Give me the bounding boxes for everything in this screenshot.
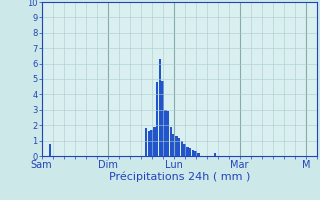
Bar [153, 127, 156, 156]
Bar [214, 153, 216, 156]
Bar [172, 134, 175, 156]
Bar [192, 150, 194, 156]
Bar [181, 141, 183, 156]
Bar [164, 110, 167, 156]
Bar [145, 128, 148, 156]
Bar [156, 82, 158, 156]
Bar [175, 136, 178, 156]
Bar [178, 138, 180, 156]
Bar [189, 148, 191, 156]
Bar [197, 153, 200, 156]
Bar [167, 111, 169, 156]
Bar [183, 144, 186, 156]
X-axis label: Précipitations 24h ( mm ): Précipitations 24h ( mm ) [108, 172, 250, 182]
Bar [159, 59, 161, 156]
Bar [148, 131, 150, 156]
Bar [195, 151, 197, 156]
Bar [150, 130, 153, 156]
Bar [186, 147, 189, 156]
Bar [49, 144, 51, 156]
Bar [162, 81, 164, 156]
Bar [170, 127, 172, 156]
